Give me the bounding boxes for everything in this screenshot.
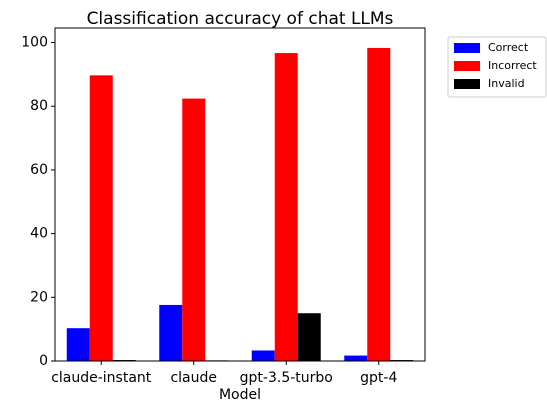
y-tick-label: 60 [30, 162, 48, 178]
y-tick-label: 80 [30, 98, 48, 114]
x-tick-label: claude [170, 370, 217, 386]
y-tick-label: 0 [39, 353, 48, 369]
x-axis-label: Model [219, 387, 261, 401]
bar [89, 75, 113, 362]
plot-frame [54, 27, 426, 362]
bar [182, 98, 206, 361]
bar [297, 313, 321, 361]
chart-title: Classification accuracy of chat LLMs [87, 9, 394, 29]
bar [274, 53, 298, 362]
y-tick-label: 40 [30, 226, 48, 242]
legend-swatch [454, 79, 480, 89]
bar [159, 304, 183, 361]
legend-label: Invalid [488, 77, 525, 90]
legend-label: Correct [488, 41, 529, 54]
legend-swatch [454, 61, 480, 71]
y-tick-label: 20 [30, 289, 48, 305]
x-tick-label: gpt-3.5-turbo [240, 370, 333, 386]
legend-swatch [454, 43, 480, 53]
x-tick-label: gpt-4 [360, 370, 397, 386]
bar [251, 350, 275, 361]
y-tick-label: 100 [21, 35, 48, 51]
legend-label: Incorrect [488, 59, 537, 72]
x-tick-label: claude-instant [51, 370, 152, 386]
bar [367, 47, 391, 362]
bar [66, 328, 90, 361]
bar [344, 355, 368, 361]
